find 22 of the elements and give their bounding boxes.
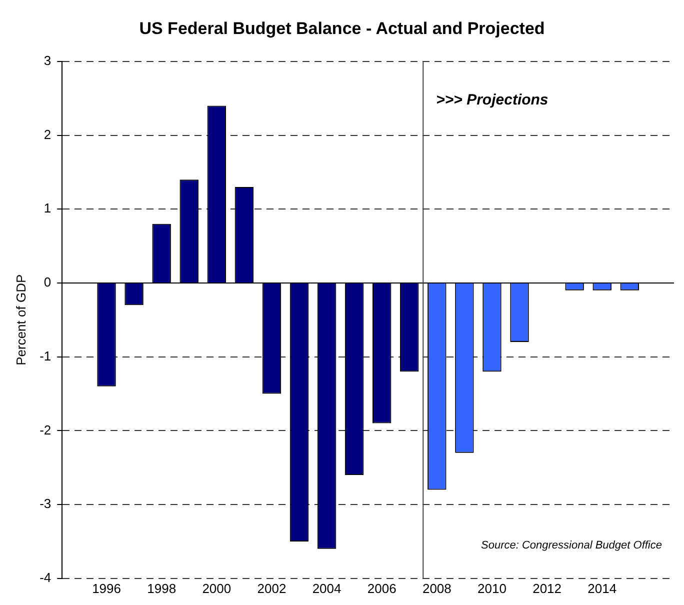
annotation: >>> Projections [436, 91, 548, 108]
x-tick-label: 1996 [92, 580, 121, 596]
x-tick-label: 2014 [588, 580, 617, 596]
x-tick-label: 2002 [257, 580, 286, 596]
y-axis-title: Percent of GDP [13, 274, 28, 366]
y-tick-label: -2 [40, 422, 52, 438]
x-tick-label: 2004 [312, 580, 342, 596]
y-tick-label: 2 [44, 126, 52, 142]
x-tick-label: 2006 [367, 580, 396, 596]
x-tick-label: 2000 [202, 580, 232, 596]
x-tick-label: 2012 [532, 580, 562, 596]
y-tick-label: -1 [40, 348, 52, 364]
x-tick-label: 1998 [147, 580, 176, 596]
x-tick-label: 2008 [422, 580, 452, 596]
y-tick-label: -3 [40, 496, 52, 512]
x-tick-label: 2010 [478, 580, 506, 596]
y-tick-label: 1 [44, 200, 52, 216]
chart-title: US Federal Budget Balance - Actual and Projected [139, 18, 545, 38]
y-tick-label: 3 [44, 52, 52, 68]
annotation: Source: Congressional Budget Office [481, 539, 662, 552]
y-tick-label: 0 [44, 274, 52, 290]
y-tick-label: -4 [40, 570, 52, 585]
